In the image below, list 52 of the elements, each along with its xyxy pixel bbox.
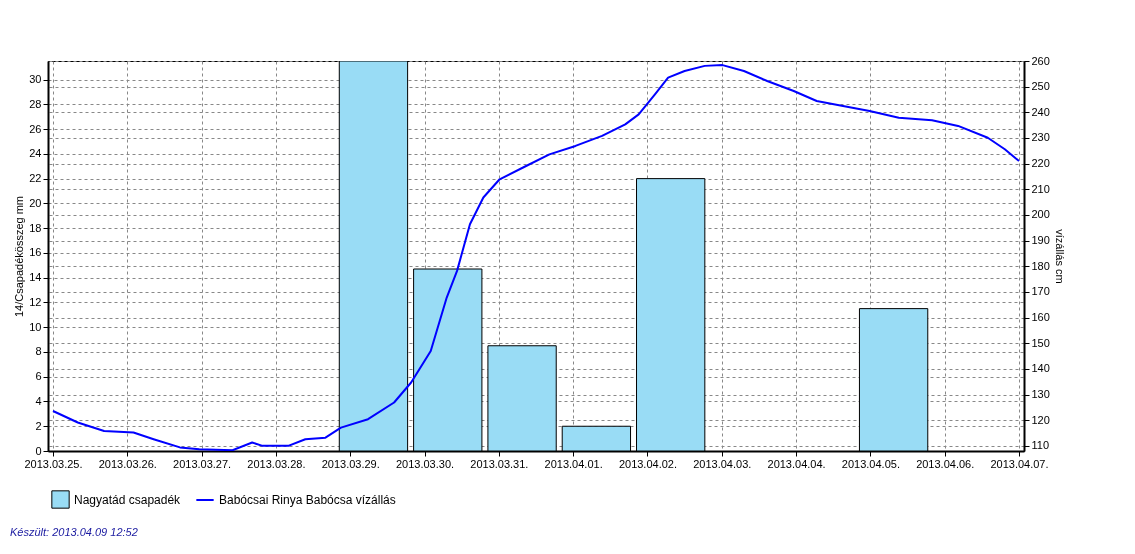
y2-tick-label: 150 (1031, 336, 1050, 349)
y-tick-label: 20 (29, 196, 42, 209)
y2-tick-label: 130 (1031, 388, 1050, 401)
x-tick-label: 2013.04.03. (693, 457, 752, 470)
x-tick-label: 2013.04.06. (916, 457, 975, 470)
y-tick-label: 8 (35, 345, 42, 358)
x-tick-label: 2013.04.07. (990, 457, 1049, 470)
y-axis-title: 14/Csapadékösszeg mm (13, 195, 26, 318)
y2-tick-label: 190 (1031, 234, 1050, 247)
y-tick-label: 0 (35, 444, 42, 457)
y-tick-label: 30 (29, 73, 42, 86)
y-tick-label: 4 (35, 394, 42, 407)
line-series (52, 64, 1020, 451)
y-tick-label: 2 (35, 419, 42, 432)
y2-tick-label: 200 (1031, 208, 1050, 221)
x-tick-label: 2013.04.02. (618, 457, 678, 470)
y-tick-label: 24 (29, 147, 42, 160)
x-tick-label: 2013.03.27. (173, 457, 232, 470)
x-tick-label: 2013.03.30. (395, 457, 455, 470)
legend-label: Nagyatád csapadék (74, 492, 182, 507)
y2-tick-label: 250 (1031, 80, 1050, 93)
x-tick-label: 2013.03.25. (24, 457, 83, 470)
y2-tick-label: 230 (1031, 131, 1050, 144)
x-tick-label: 2013.03.29. (321, 457, 380, 470)
x-tick-label: 2013.03.31. (470, 457, 529, 470)
y2-tick-label: 160 (1031, 311, 1050, 324)
y-tick-label: 14 (29, 271, 42, 284)
y2-axis-title: vízállás cm (1053, 229, 1066, 284)
y2-tick-label: 260 (1031, 54, 1050, 67)
y-tick-label: 22 (29, 172, 42, 185)
y-tick-label: 18 (29, 221, 42, 234)
y-tick-label: 16 (29, 246, 42, 259)
y2-tick-label: 210 (1031, 182, 1050, 195)
x-tick-label: 2013.04.04. (767, 457, 826, 470)
y-tick-label: 28 (29, 97, 42, 110)
y-tick-label: 26 (29, 122, 42, 135)
y2-tick-label: 220 (1031, 157, 1050, 170)
x-tick-label: 2013.03.28. (247, 457, 306, 470)
legend-label: Babócsai Rinya Babócsa vízállás (219, 493, 396, 507)
y2-tick-label: 120 (1031, 413, 1050, 426)
y-tick-label: 6 (35, 370, 42, 383)
y-tick-label: 10 (29, 320, 42, 333)
x-tick-label: 2013.04.05. (841, 457, 900, 470)
y2-tick-label: 240 (1031, 105, 1050, 118)
text: Készült: 2013.04.09 12:52 (10, 526, 138, 538)
y-tick-label: 12 (29, 295, 42, 308)
x-tick-label: 2013.03.26. (98, 457, 157, 470)
y2-tick-label: 180 (1031, 259, 1050, 272)
y2-tick-label: 170 (1031, 285, 1050, 298)
x-tick-label: 2013.04.01. (544, 457, 603, 470)
y2-tick-label: 110 (1031, 439, 1050, 452)
y2-tick-label: 140 (1031, 362, 1050, 375)
